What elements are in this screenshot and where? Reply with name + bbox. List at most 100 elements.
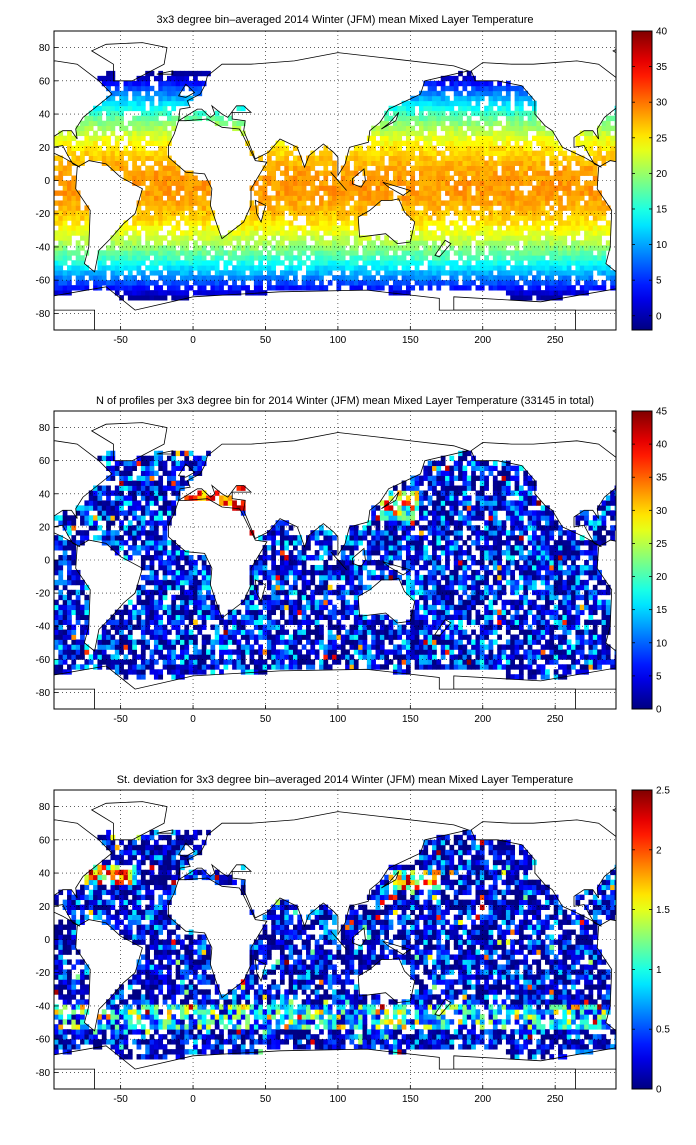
heatmap-cell xyxy=(436,285,441,290)
heatmap-cell xyxy=(154,615,159,620)
heatmap-cell xyxy=(167,215,172,220)
heatmap-cell xyxy=(276,245,281,250)
heatmap-cell xyxy=(145,185,150,190)
heatmap-cell xyxy=(58,136,63,141)
heatmap-cell xyxy=(597,245,602,250)
heatmap-cell xyxy=(167,649,172,654)
heatmap-cell xyxy=(128,520,133,525)
heatmap-cell xyxy=(380,156,385,161)
heatmap-cell xyxy=(58,565,63,570)
heatmap-cell xyxy=(558,171,563,176)
heatmap-cell xyxy=(554,200,559,205)
heatmap-cell xyxy=(519,171,524,176)
heatmap-cell xyxy=(545,141,550,146)
heatmap-cell xyxy=(263,176,268,181)
heatmap-cell xyxy=(124,166,129,171)
heatmap-cell xyxy=(615,285,620,290)
heatmap-cell xyxy=(189,235,194,240)
heatmap-cell xyxy=(454,86,459,91)
heatmap-cell xyxy=(376,270,381,275)
heatmap-cell xyxy=(389,275,394,280)
heatmap-cell xyxy=(493,91,498,96)
heatmap-cell xyxy=(163,625,168,630)
heatmap-cell xyxy=(597,225,602,230)
heatmap-cell xyxy=(484,166,489,171)
heatmap-cell xyxy=(124,495,129,500)
heatmap-cell xyxy=(384,131,389,136)
heatmap-cell xyxy=(419,106,424,111)
heatmap-cell xyxy=(232,649,237,654)
heatmap-cell xyxy=(493,116,498,121)
heatmap-cell xyxy=(141,486,146,491)
heatmap-cell xyxy=(575,240,580,245)
heatmap-cell xyxy=(349,156,354,161)
heatmap-cell xyxy=(588,270,593,275)
heatmap-cell xyxy=(67,131,72,136)
heatmap-cell xyxy=(119,151,124,156)
heatmap-cell xyxy=(245,649,250,654)
heatmap-cell xyxy=(124,461,129,466)
heatmap-cell xyxy=(432,185,437,190)
heatmap-cell xyxy=(106,500,111,505)
heatmap-cell xyxy=(67,644,72,649)
heatmap-cell xyxy=(132,255,137,260)
heatmap-cell xyxy=(410,126,415,131)
heatmap-cell xyxy=(367,181,372,186)
y-tick-label: 60 xyxy=(39,76,51,87)
heatmap-cell xyxy=(197,181,202,186)
heatmap-cell xyxy=(567,215,572,220)
heatmap-cell xyxy=(297,570,302,575)
heatmap-cell xyxy=(332,260,337,265)
heatmap-cell xyxy=(89,520,94,525)
heatmap-cell xyxy=(462,280,467,285)
heatmap-cell xyxy=(449,176,454,181)
heatmap-cell xyxy=(449,131,454,136)
colorbar-tick-label: 35 xyxy=(656,62,668,73)
heatmap-cell xyxy=(63,230,68,235)
heatmap-cell xyxy=(302,245,307,250)
heatmap-cell xyxy=(554,146,559,151)
heatmap-cell xyxy=(132,290,137,295)
heatmap-cell xyxy=(132,116,137,121)
heatmap-cell xyxy=(467,171,472,176)
heatmap-cell xyxy=(184,245,189,250)
heatmap-cell xyxy=(119,644,124,649)
heatmap-cell xyxy=(497,275,502,280)
heatmap-cell xyxy=(419,190,424,195)
heatmap-cell xyxy=(306,625,311,630)
heatmap-cell xyxy=(584,166,589,171)
heatmap-cell xyxy=(58,620,63,625)
heatmap-cell xyxy=(93,141,98,146)
heatmap-cell xyxy=(97,510,102,515)
heatmap-cell xyxy=(171,101,176,106)
heatmap-cell xyxy=(415,265,420,270)
heatmap-cell xyxy=(241,669,246,674)
heatmap-cell xyxy=(449,116,454,121)
heatmap-cell xyxy=(245,250,250,255)
heatmap-cell xyxy=(554,190,559,195)
heatmap-cell xyxy=(532,285,537,290)
heatmap-cell xyxy=(580,185,585,190)
heatmap-cell xyxy=(267,664,272,669)
heatmap-cell xyxy=(163,490,168,495)
heatmap-cell xyxy=(184,664,189,669)
heatmap-cell xyxy=(588,245,593,250)
heatmap-cell xyxy=(171,295,176,300)
heatmap-cell xyxy=(150,525,155,530)
heatmap-cell xyxy=(415,166,420,171)
heatmap-cell xyxy=(58,260,63,265)
heatmap-cell xyxy=(476,220,481,225)
heatmap-cell xyxy=(141,171,146,176)
heatmap-cell xyxy=(197,200,202,205)
heatmap-cell xyxy=(389,245,394,250)
heatmap-cell xyxy=(393,146,398,151)
heatmap-cell xyxy=(389,116,394,121)
heatmap-cell xyxy=(471,200,476,205)
heatmap-cell xyxy=(593,176,598,181)
heatmap-cell xyxy=(489,215,494,220)
heatmap-cell xyxy=(89,136,94,141)
heatmap-cell xyxy=(528,146,533,151)
heatmap-cell xyxy=(567,200,572,205)
heatmap-cell xyxy=(602,131,607,136)
heatmap-cell xyxy=(250,270,255,275)
